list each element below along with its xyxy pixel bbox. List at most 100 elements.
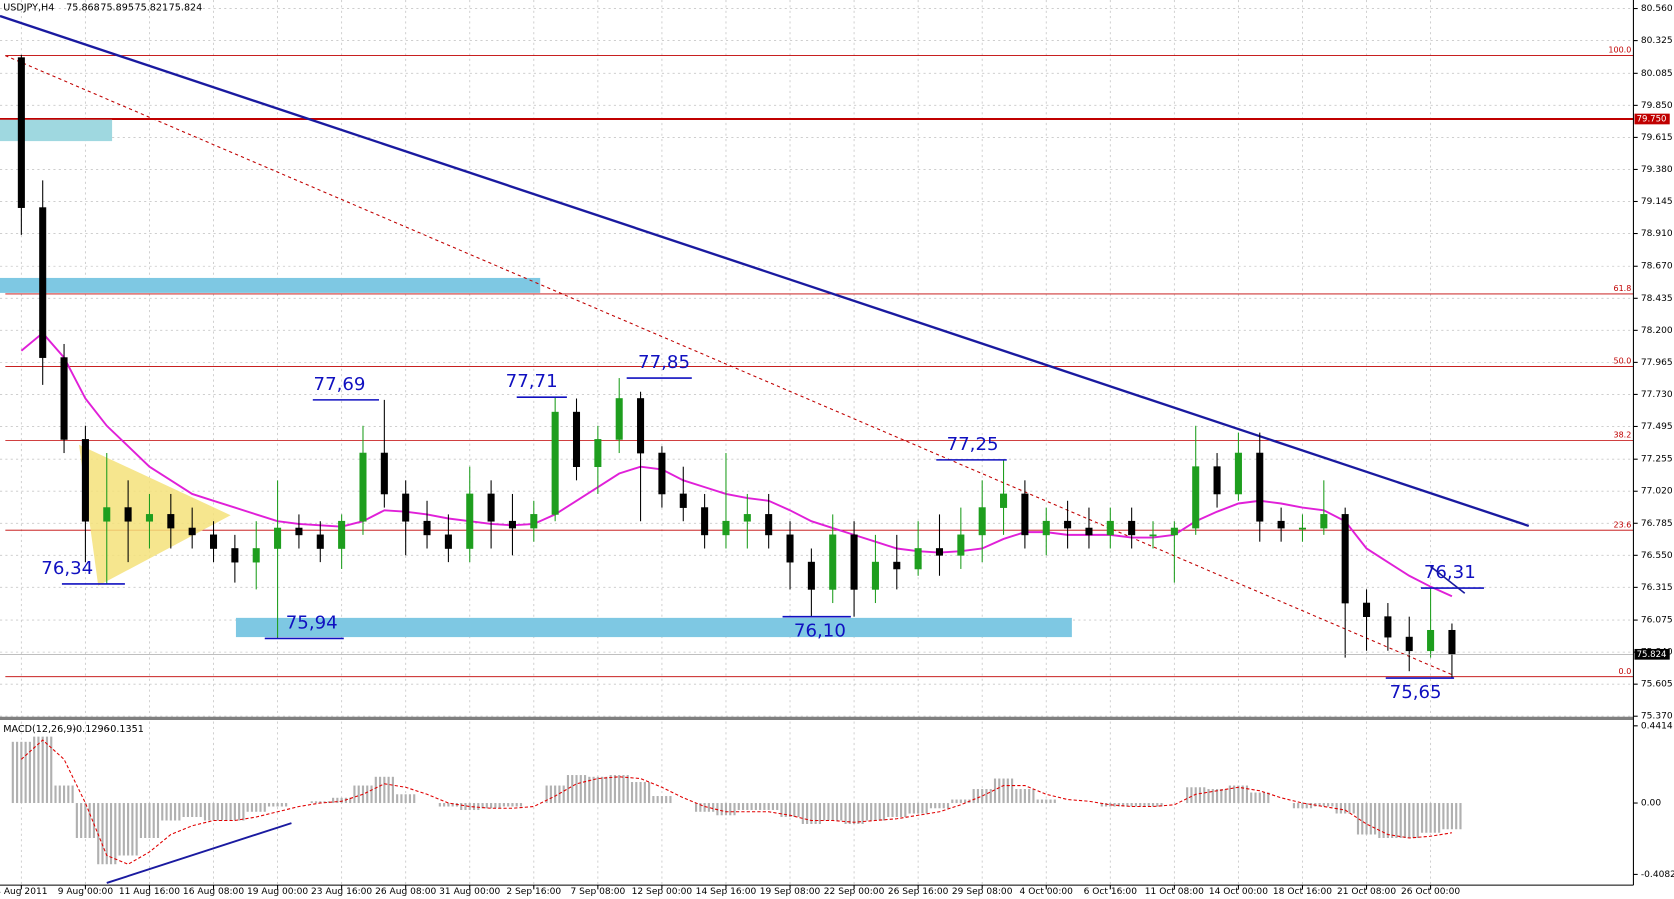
candle-body bbox=[637, 398, 645, 454]
x-tick-label: 16 Aug 08:00 bbox=[183, 887, 244, 897]
x-tick-label: 26 Aug 08:00 bbox=[375, 887, 436, 897]
candle-body bbox=[893, 561, 901, 570]
zone bbox=[0, 277, 541, 293]
zone bbox=[235, 617, 1072, 638]
trendline bbox=[0, 14, 1530, 528]
candle-body bbox=[103, 507, 111, 522]
candle-body bbox=[679, 493, 687, 508]
candle-body bbox=[1320, 514, 1328, 529]
y-tick-label: 79.380 bbox=[1641, 165, 1673, 175]
candle-body bbox=[1000, 493, 1008, 508]
macd-y-tick-label: -0.4082 bbox=[1641, 870, 1674, 880]
y-tick-label: 80.085 bbox=[1641, 69, 1673, 79]
candle-body bbox=[359, 452, 367, 522]
x-tick-label: 31 Aug 00:00 bbox=[439, 887, 500, 897]
y-tick-label: 78.670 bbox=[1641, 262, 1673, 272]
x-tick-label: 26 Sep 16:00 bbox=[888, 887, 949, 897]
candle-body bbox=[423, 520, 431, 536]
candle-body bbox=[594, 439, 602, 468]
fib-label: 50.0 bbox=[1613, 357, 1631, 366]
x-tick-label: 9 Aug 00:00 bbox=[58, 887, 114, 897]
candle-body bbox=[1234, 452, 1242, 495]
header-value: 75.824 bbox=[169, 2, 203, 13]
moving-average bbox=[20, 331, 1453, 598]
fib-label: 61.8 bbox=[1613, 284, 1631, 293]
candle-body bbox=[380, 452, 388, 495]
y-tick-label: 76.315 bbox=[1641, 583, 1673, 593]
level-label: 77,25 bbox=[947, 434, 999, 455]
triangle-pattern bbox=[79, 444, 231, 586]
candle-body bbox=[167, 514, 175, 529]
plot: 75.868 75.895 75.821 75.824-0.1296-0.135175… bbox=[0, 2, 1670, 865]
candle-body bbox=[60, 357, 68, 440]
candle-body bbox=[1149, 534, 1157, 537]
x-tick-label: 14 Sep 16:00 bbox=[696, 887, 757, 897]
candle-body bbox=[188, 527, 196, 536]
candle-body bbox=[231, 548, 239, 563]
candle-body bbox=[402, 493, 410, 522]
x-tick-label: 4 Oct 00:00 bbox=[1020, 887, 1074, 897]
candle-body bbox=[274, 527, 282, 549]
candle-body bbox=[850, 534, 858, 590]
zone bbox=[0, 119, 113, 142]
candle-body bbox=[935, 548, 944, 556]
y-tick-label: 76.785 bbox=[1641, 519, 1673, 529]
price-tag bbox=[1634, 113, 1670, 125]
price-tag bbox=[1634, 648, 1670, 660]
candle-body bbox=[914, 548, 922, 570]
candle-body bbox=[444, 534, 452, 549]
macd-title: MACD(12,26,9) bbox=[3, 724, 76, 735]
x-tick-label: 6 Oct 16:00 bbox=[1084, 887, 1138, 897]
x-tick-label: 14 Oct 00:00 bbox=[1209, 887, 1268, 897]
trendline bbox=[1430, 565, 1466, 594]
macd-header-value: -0.1296 bbox=[73, 724, 110, 735]
y-tick-label: 78.910 bbox=[1641, 229, 1673, 239]
y-tick-label: 78.200 bbox=[1641, 326, 1673, 336]
symbol: USDJPY,H4 bbox=[3, 2, 54, 13]
candle-body bbox=[658, 452, 666, 495]
candle-body bbox=[17, 57, 25, 208]
y-tick-label: 80.325 bbox=[1641, 36, 1673, 46]
candle-body bbox=[1384, 616, 1392, 638]
candle-body bbox=[145, 514, 153, 522]
candle-body bbox=[1085, 527, 1093, 536]
candle-body bbox=[1448, 629, 1456, 655]
candle-body bbox=[572, 411, 581, 468]
x-tick-label: 7 Sep 08:00 bbox=[570, 887, 625, 897]
y-tick-label: 75.370 bbox=[1641, 712, 1673, 722]
candle-body bbox=[81, 439, 89, 522]
candle-body bbox=[124, 507, 132, 522]
candle-body bbox=[722, 520, 730, 536]
candle-body bbox=[1021, 493, 1029, 536]
candle-body bbox=[765, 514, 773, 536]
level-label: 77,69 bbox=[314, 374, 366, 395]
candle-body bbox=[338, 520, 346, 549]
fib-label: 23.6 bbox=[1613, 520, 1631, 529]
candle-body bbox=[978, 507, 986, 536]
y-tick-label: 80.560 bbox=[1641, 4, 1673, 14]
x-tick-label: 11 Aug 16:00 bbox=[119, 887, 180, 897]
fib-label: 0.0 bbox=[1619, 667, 1632, 676]
macd-y-tick-label: 0.00 bbox=[1641, 799, 1661, 809]
candle-body bbox=[1363, 602, 1371, 617]
level-label: 77,71 bbox=[506, 371, 558, 392]
macd-signal bbox=[20, 739, 1453, 865]
macd-y-tick-label: 0.4414 bbox=[1641, 721, 1673, 731]
y-tick-label: 76.550 bbox=[1641, 551, 1673, 561]
macd-trendline bbox=[106, 822, 292, 884]
y-tick-label: 79.145 bbox=[1641, 197, 1673, 207]
candle-body bbox=[295, 527, 303, 536]
level-label: 76,34 bbox=[41, 558, 93, 579]
y-tick-label: 79.615 bbox=[1641, 133, 1673, 143]
x-tick-label: 22 Sep 00:00 bbox=[824, 887, 885, 897]
level-label: 77,85 bbox=[638, 352, 690, 373]
candle-body bbox=[615, 398, 623, 440]
macd-header-value: -0.1351 bbox=[107, 724, 144, 735]
level-label: 76,10 bbox=[794, 621, 846, 642]
candle-body bbox=[466, 493, 474, 549]
candle-body bbox=[1213, 466, 1221, 495]
y-tick-label: 79.850 bbox=[1641, 101, 1673, 111]
candle-body bbox=[1170, 527, 1178, 536]
y-tick-label: 77.965 bbox=[1641, 358, 1673, 368]
